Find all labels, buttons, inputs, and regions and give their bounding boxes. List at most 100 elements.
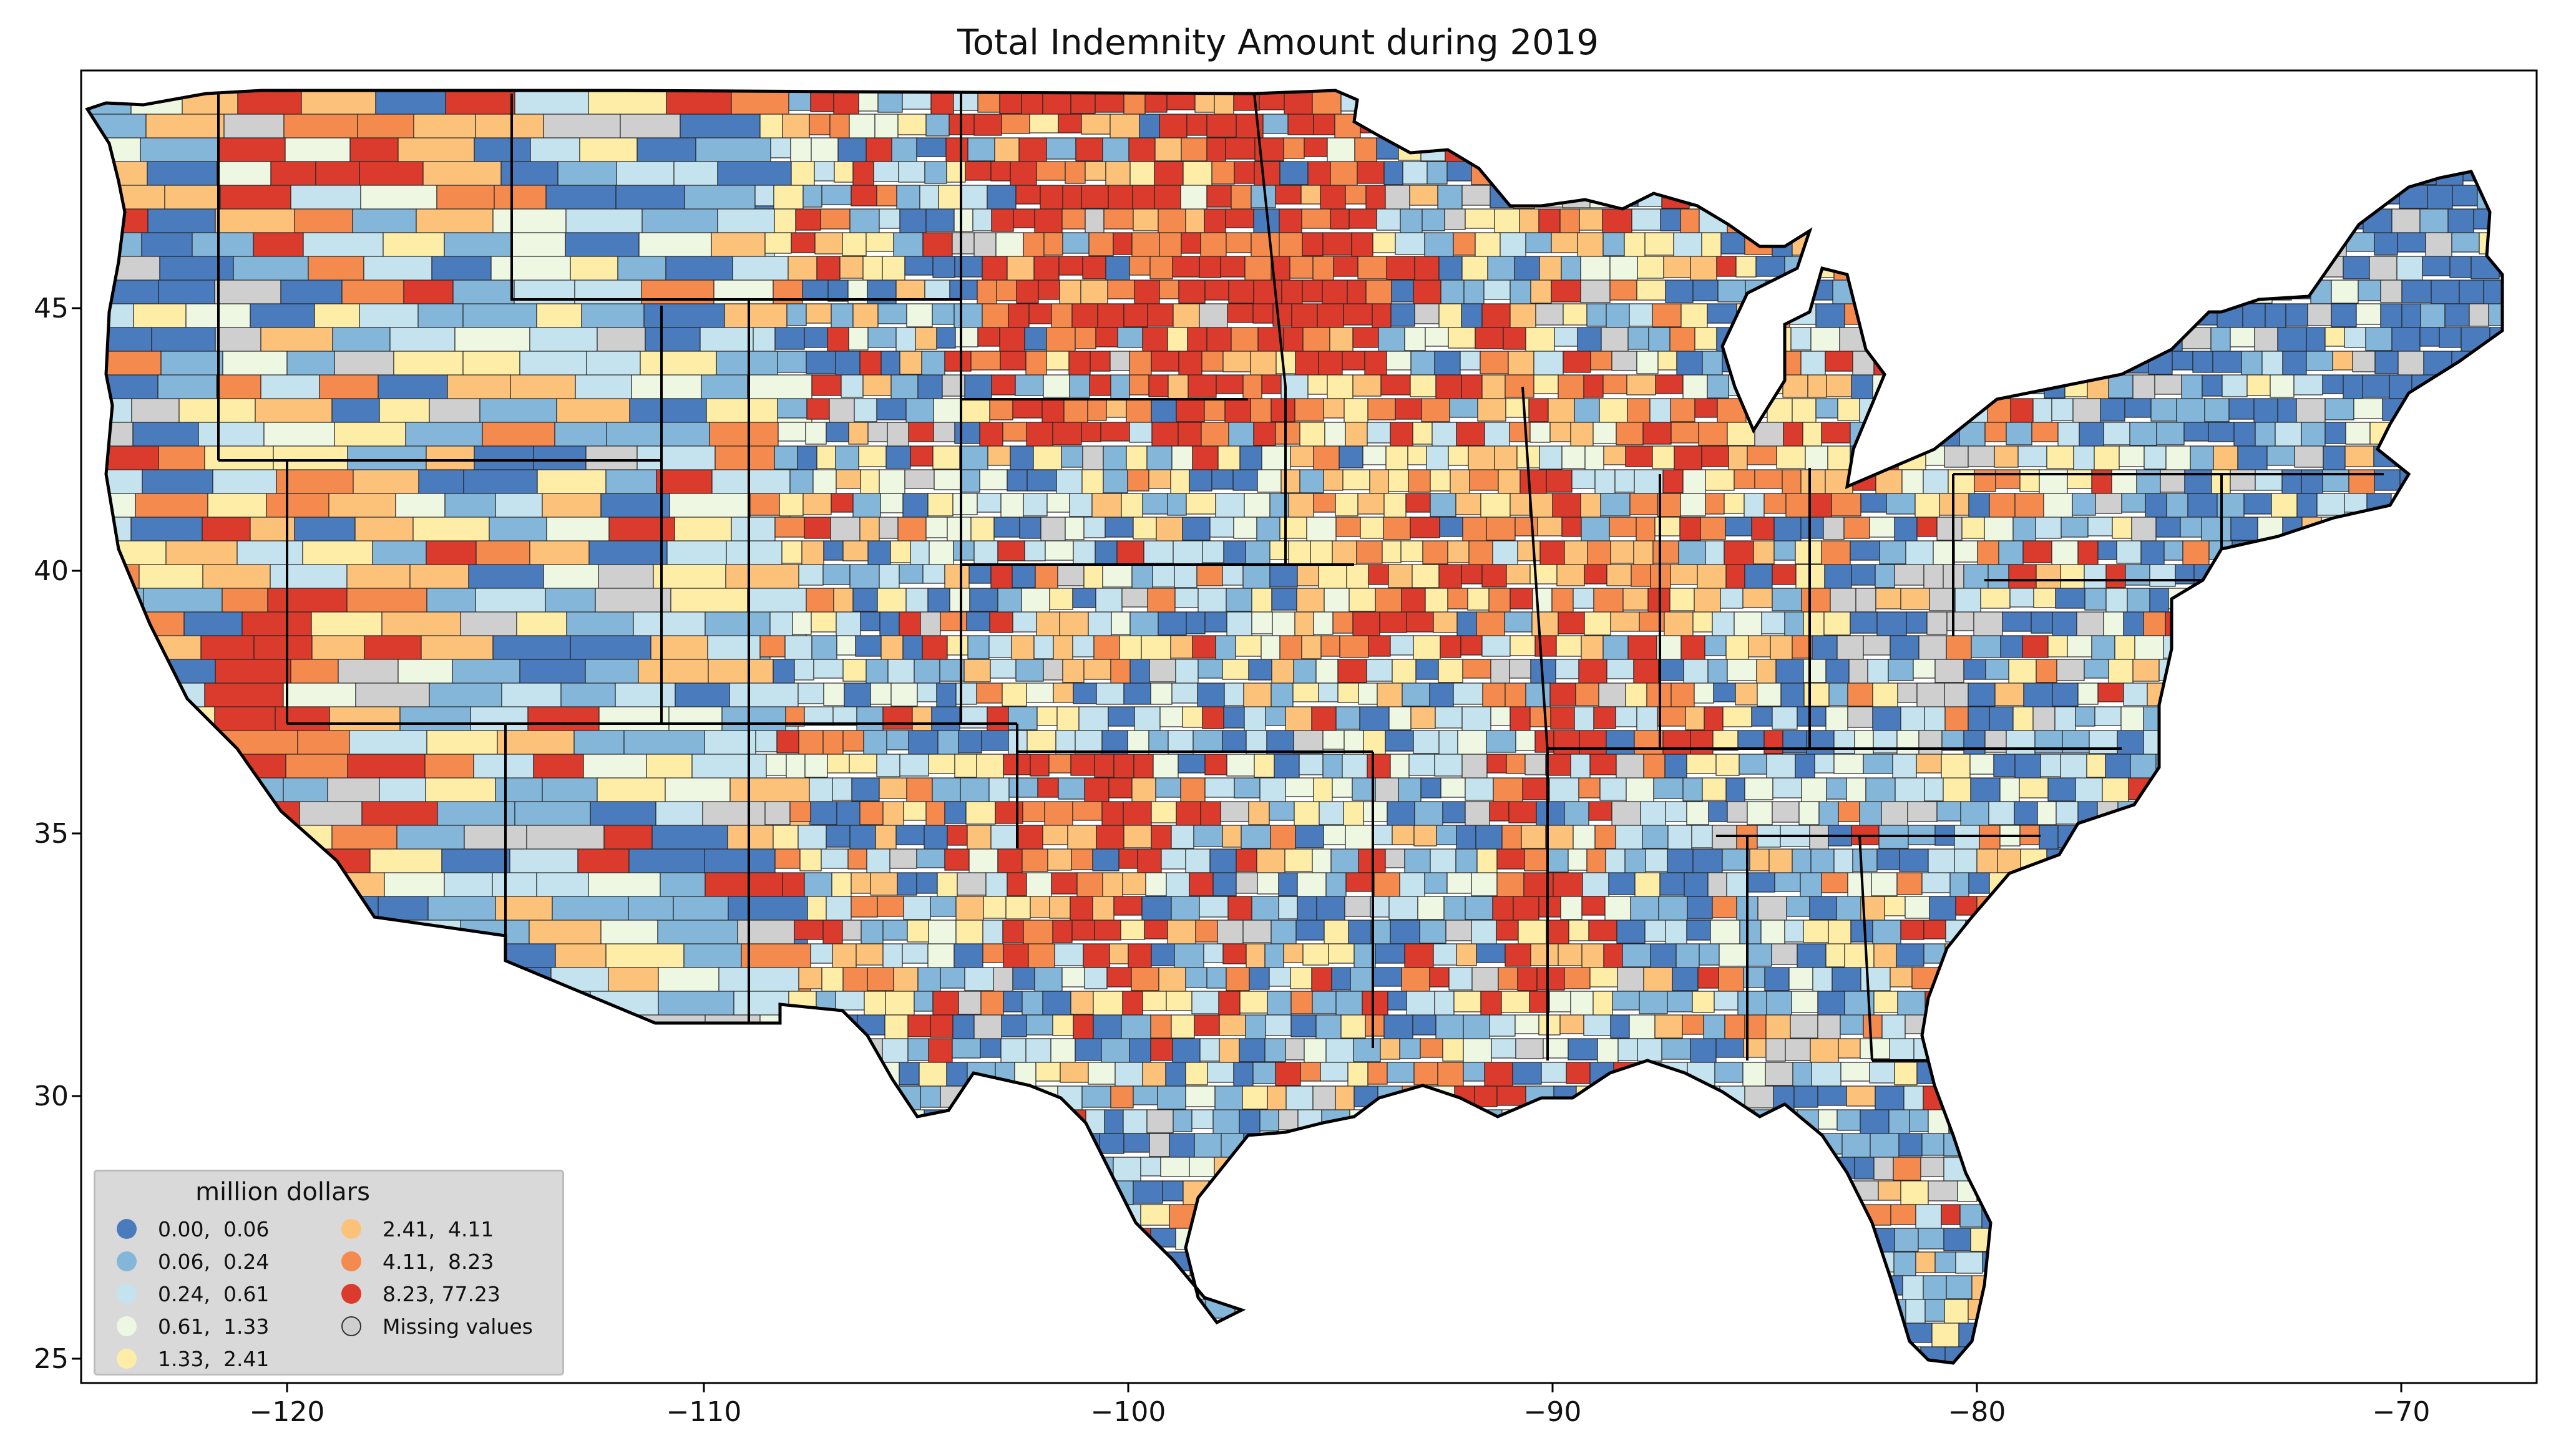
county-cell <box>1606 730 1635 757</box>
county-cell <box>2421 445 2450 473</box>
county-cell <box>806 303 832 324</box>
county-cell <box>838 1299 861 1327</box>
county-cell <box>1121 588 1148 608</box>
county-cell <box>2036 1204 2062 1226</box>
county-cell <box>827 279 849 302</box>
county-cell <box>2308 1109 2334 1129</box>
county-cell <box>2167 256 2193 283</box>
county-cell <box>1636 1109 1666 1132</box>
county-cell <box>791 161 815 186</box>
county-cell <box>2256 848 2286 874</box>
county-cell <box>1724 1014 1745 1042</box>
county-cell <box>1217 920 1244 944</box>
county-cell <box>2482 540 2502 565</box>
county-cell <box>2344 1275 2368 1295</box>
county-cell <box>1072 635 1095 658</box>
county-cell <box>1963 730 1986 755</box>
county-cell <box>2503 802 2528 820</box>
county-cell <box>1128 137 1156 165</box>
county-cell <box>1686 801 1709 825</box>
county-cell <box>1952 232 1983 260</box>
county-cell <box>2423 351 2452 377</box>
county-cell <box>2345 943 2371 969</box>
county-cell <box>1776 445 1806 469</box>
county-cell <box>1421 398 1450 422</box>
county-cell <box>2381 801 2411 825</box>
county-cell <box>1339 635 1369 658</box>
county-cell <box>1182 517 1211 541</box>
county-cell <box>1012 611 1037 633</box>
county-cell <box>309 1085 386 1140</box>
county-cell <box>1115 1062 1143 1088</box>
county-cell <box>1307 161 1331 189</box>
county-cell <box>1171 896 1200 922</box>
county-cell <box>2060 1299 2082 1319</box>
county-cell <box>1192 445 1219 473</box>
county-cell <box>1160 1157 1190 1177</box>
county-cell <box>810 801 837 825</box>
county-cell <box>2386 1038 2416 1063</box>
county-cell <box>2162 1085 2182 1105</box>
county-cell <box>1271 398 1295 422</box>
county-cell <box>2286 1251 2310 1276</box>
county-cell <box>625 1299 670 1362</box>
county-cell <box>1352 777 1376 801</box>
county-cell <box>1802 422 1822 447</box>
county-cell <box>690 1251 765 1309</box>
county-cell <box>1707 374 1729 399</box>
county-cell <box>2476 991 2502 1011</box>
county-cell <box>877 1275 902 1295</box>
county-cell <box>1578 777 1601 798</box>
county-cell <box>1250 1228 1277 1250</box>
county-cell <box>2301 1014 2329 1037</box>
county-cell <box>798 564 824 586</box>
county-cell <box>2447 1109 2471 1129</box>
county-cell <box>2155 517 2181 538</box>
county-cell <box>469 1109 522 1172</box>
county-cell <box>1264 1038 1286 1062</box>
county-cell <box>1942 1371 1961 1390</box>
county-cell <box>2140 1062 2169 1087</box>
county-cell <box>2149 967 2170 991</box>
county-cell <box>1102 137 1129 163</box>
county-cell <box>2270 967 2296 994</box>
county-cell <box>1821 872 1848 893</box>
county-cell <box>1609 517 1637 537</box>
county-cell <box>1061 208 1086 230</box>
county-cell <box>859 351 882 378</box>
county-cell <box>851 1062 874 1082</box>
county-cell <box>2295 967 2326 989</box>
county-cell <box>1212 1109 1240 1137</box>
county-cell <box>1410 706 1436 729</box>
county-cell <box>1901 208 1928 234</box>
county-cell <box>773 659 795 687</box>
county-cell <box>880 493 904 513</box>
county-cell <box>1438 659 1463 683</box>
county-cell <box>2222 374 2248 397</box>
county-cell <box>1025 1038 1051 1064</box>
county-cell <box>2070 208 2091 228</box>
county-cell <box>1141 1346 1165 1363</box>
county-cell <box>1036 611 1060 639</box>
county-cell <box>2270 374 2295 398</box>
county-cell <box>2129 114 2152 141</box>
county-cell <box>1672 967 1699 991</box>
county-cell <box>2381 872 2412 898</box>
county-cell <box>2460 1133 2480 1160</box>
county-cell <box>1023 920 1053 948</box>
county-cell <box>2507 233 2536 251</box>
county-cell <box>2132 1085 2163 1112</box>
county-cell <box>1386 351 1412 371</box>
county-cell <box>1968 493 1990 521</box>
county-cell <box>854 1180 879 1201</box>
county-cell <box>1058 114 1082 133</box>
county-cell <box>1868 422 1893 444</box>
county-cell <box>2420 1014 2444 1041</box>
county-cell <box>1010 445 1034 473</box>
county-cell <box>1129 256 1151 276</box>
county-cell <box>967 635 990 659</box>
county-cell <box>2447 208 2474 235</box>
county-cell <box>1023 232 1045 260</box>
county-cell <box>2002 137 2033 162</box>
county-cell <box>1900 920 1924 940</box>
